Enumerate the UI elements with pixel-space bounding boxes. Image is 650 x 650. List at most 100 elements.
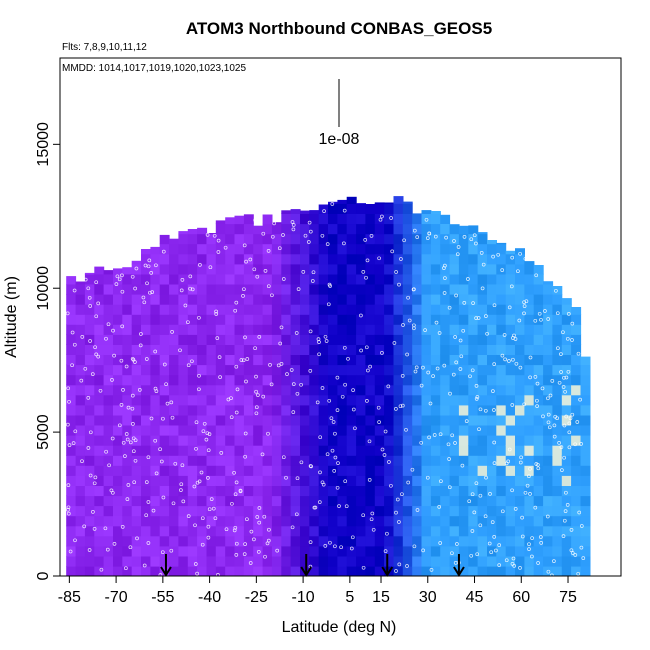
heat-cell xyxy=(271,344,282,355)
heat-cell xyxy=(337,199,348,204)
heat-cell xyxy=(356,203,366,204)
heat-cell xyxy=(169,505,180,517)
heat-cell xyxy=(150,465,161,476)
heat-cell xyxy=(468,233,479,245)
heat-cell xyxy=(309,273,320,285)
heat-cell xyxy=(440,314,451,325)
heat-cell xyxy=(300,243,310,255)
heat-cell xyxy=(206,314,217,325)
sample-point xyxy=(322,209,326,213)
sample-point xyxy=(472,510,477,515)
heat-cell xyxy=(206,505,217,517)
heat-cell xyxy=(215,525,226,537)
sample-point xyxy=(469,553,474,558)
heat-cell xyxy=(84,505,95,517)
heat-cell xyxy=(524,304,535,315)
sample-point xyxy=(114,282,119,286)
heat-cell xyxy=(374,555,385,567)
heat-cell xyxy=(318,505,329,517)
heat-cell xyxy=(430,545,441,557)
heat-cell xyxy=(113,505,123,517)
heat-cell xyxy=(580,414,591,426)
heat-cell xyxy=(309,283,320,295)
heat-cell xyxy=(543,515,554,527)
heat-cell xyxy=(290,263,301,275)
heat-cell xyxy=(169,495,180,507)
heat-cell xyxy=(430,394,441,406)
heat-cell xyxy=(75,465,86,476)
sample-point xyxy=(117,277,122,282)
heat-cell xyxy=(468,243,479,255)
sample-point xyxy=(527,542,531,547)
heat-cell xyxy=(496,283,507,295)
sample-point xyxy=(325,452,330,457)
sample-point xyxy=(479,251,484,255)
heat-cell xyxy=(515,253,525,265)
heat-cell xyxy=(412,545,423,557)
heat-cell xyxy=(113,324,123,335)
heat-cell xyxy=(271,515,282,527)
heat-cell xyxy=(122,314,133,325)
heat-cell xyxy=(374,203,385,214)
heat-cell xyxy=(524,364,535,376)
heat-cell xyxy=(328,203,338,214)
heat-cell xyxy=(468,565,479,576)
heat-cell xyxy=(580,495,591,507)
heat-cell xyxy=(337,505,348,517)
sample-point xyxy=(406,295,410,300)
heat-cell xyxy=(206,364,217,376)
heat-cell xyxy=(384,294,395,305)
heat-cell xyxy=(178,455,189,466)
heat-cell xyxy=(113,485,123,497)
sample-point xyxy=(382,453,387,457)
heat-cell xyxy=(337,324,348,335)
heat-cell xyxy=(449,283,460,295)
heat-cell xyxy=(337,334,348,345)
sample-point xyxy=(131,436,136,441)
sample-point xyxy=(117,423,122,428)
heat-cell xyxy=(141,525,151,537)
heat-cell xyxy=(290,334,301,345)
heat-cell xyxy=(561,445,572,456)
heat-cell xyxy=(262,505,273,517)
heat-cell xyxy=(159,283,170,295)
heat-cell xyxy=(103,515,114,527)
heat-cell xyxy=(402,535,413,547)
heat-cell xyxy=(412,465,423,476)
heat-cell xyxy=(131,294,142,305)
heat-cell xyxy=(580,424,591,436)
heat-cell xyxy=(300,223,310,235)
heat-cell xyxy=(159,414,170,426)
sample-point xyxy=(299,460,304,465)
heat-cell xyxy=(337,445,348,456)
heat-cell xyxy=(215,233,226,245)
heat-cell xyxy=(262,455,273,466)
sample-point xyxy=(394,407,398,411)
heat-cell xyxy=(356,505,366,517)
heat-cell xyxy=(159,495,170,507)
sample-point xyxy=(262,514,267,519)
heat-cell xyxy=(328,283,338,295)
heat-cell xyxy=(178,404,189,416)
heat-cell xyxy=(440,384,451,396)
heat-cell xyxy=(571,374,582,386)
sample-point xyxy=(513,507,518,511)
heat-cell xyxy=(281,354,292,366)
heat-cell xyxy=(552,354,563,366)
heat-cell xyxy=(84,535,95,547)
heat-cell xyxy=(94,525,105,537)
heat-cell xyxy=(75,435,86,446)
heat-cell xyxy=(430,565,441,576)
sample-point xyxy=(308,369,313,373)
heat-cell xyxy=(384,243,395,255)
sample-point xyxy=(566,312,571,316)
heat-cell xyxy=(580,364,591,376)
heat-cell xyxy=(75,495,86,507)
sample-point xyxy=(209,497,214,501)
sample-point xyxy=(458,338,463,343)
heat-cell xyxy=(374,202,385,204)
sample-point xyxy=(255,274,260,279)
heat-cell xyxy=(309,253,320,265)
sample-point xyxy=(248,257,253,262)
sample-point xyxy=(397,562,402,567)
